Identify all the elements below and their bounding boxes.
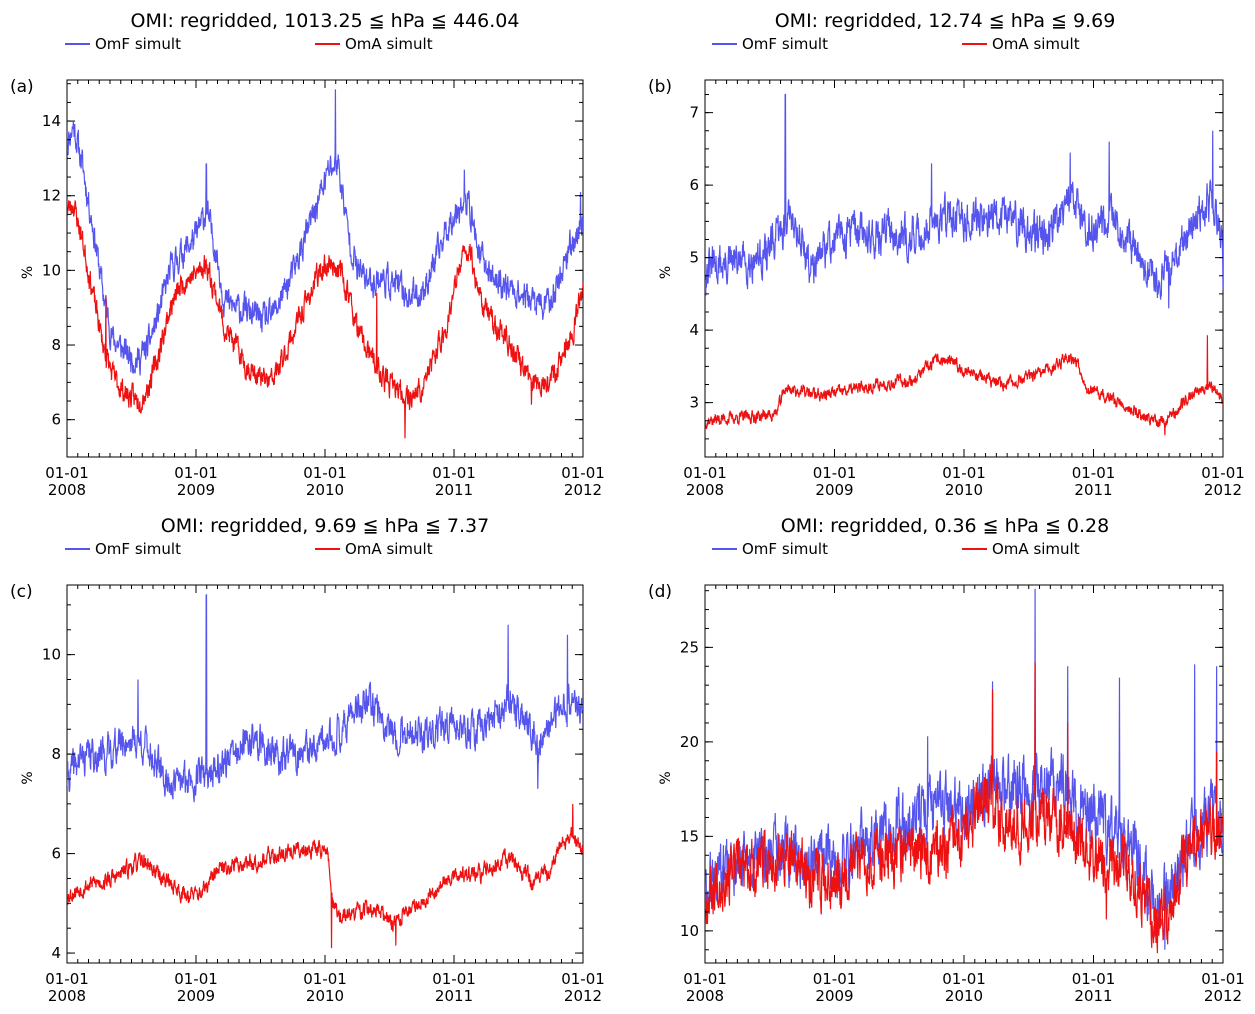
- y-tick-label: 10: [42, 261, 61, 279]
- chart-title: OMI: regridded, 0.36 ≦ hPa ≦ 0.28: [781, 515, 1109, 537]
- x-tick-label-date: 01-01: [1201, 464, 1245, 482]
- panel-label: (a): [10, 77, 34, 97]
- x-tick-label-year: 2011: [435, 987, 473, 1005]
- x-tick-label-year: 2009: [815, 987, 853, 1005]
- x-tick-label-year: 2010: [945, 481, 983, 499]
- panel-d: OMI: regridded, 0.36 ≦ hPa ≦ 0.28 OmF sim…: [648, 515, 1245, 1005]
- x-tick-label-year: 2009: [177, 987, 215, 1005]
- x-tick-label-year: 2012: [1204, 481, 1242, 499]
- x-tick-label-year: 2008: [686, 987, 724, 1005]
- y-tick-label: 6: [51, 845, 61, 863]
- series-line-oma-simult: [67, 803, 583, 949]
- y-tick-label: 8: [51, 336, 61, 354]
- legend-label-0: OmF simult: [742, 540, 828, 558]
- x-tick-label-year: 2008: [686, 481, 724, 499]
- panel-label: (b): [648, 77, 672, 97]
- x-tick-label-date: 01-01: [942, 464, 986, 482]
- x-tick-label-date: 01-01: [432, 464, 476, 482]
- y-tick-label: 15: [680, 827, 699, 845]
- panel-c: OMI: regridded, 9.69 ≦ hPa ≦ 7.37 OmF sim…: [10, 515, 605, 1005]
- panel-a: OMI: regridded, 1013.25 ≦ hPa ≦ 446.04 Om…: [10, 10, 605, 499]
- x-tick-label-date: 01-01: [1072, 970, 1116, 988]
- y-tick-label: 7: [689, 104, 699, 122]
- y-axis-label: %: [658, 266, 674, 279]
- y-tick-label: 10: [680, 922, 699, 940]
- x-tick-label-year: 2012: [564, 481, 602, 499]
- x-tick-label-date: 01-01: [942, 970, 986, 988]
- y-tick-label: 4: [689, 321, 699, 339]
- x-tick-label-date: 01-01: [432, 970, 476, 988]
- series-line-omf-simult: [705, 93, 1223, 309]
- series-line-oma-simult: [705, 662, 1223, 954]
- x-tick-label-year: 2011: [1074, 987, 1112, 1005]
- x-tick-label-year: 2012: [564, 987, 602, 1005]
- y-tick-label: 6: [689, 176, 699, 194]
- chart-title: OMI: regridded, 12.74 ≦ hPa ≦ 9.69: [775, 10, 1116, 32]
- legend-label-1: OmA simult: [345, 540, 433, 558]
- series-line-omf-simult: [67, 594, 583, 803]
- x-tick-label-date: 01-01: [174, 464, 218, 482]
- chart-title: OMI: regridded, 1013.25 ≦ hPa ≦ 446.04: [131, 10, 520, 32]
- legend-label-0: OmF simult: [95, 35, 181, 53]
- chart-title: OMI: regridded, 9.69 ≦ hPa ≦ 7.37: [161, 515, 489, 537]
- series-line-omf-simult: [67, 89, 583, 376]
- panel-b: OMI: regridded, 12.74 ≦ hPa ≦ 9.69 OmF si…: [648, 10, 1245, 499]
- x-tick-label-date: 01-01: [561, 464, 605, 482]
- x-tick-label-date: 01-01: [174, 970, 218, 988]
- x-tick-label-year: 2008: [48, 987, 86, 1005]
- x-tick-label-year: 2012: [1204, 987, 1242, 1005]
- legend-label-0: OmF simult: [742, 35, 828, 53]
- x-tick-label-date: 01-01: [303, 970, 347, 988]
- plot-frame: [66, 584, 584, 964]
- x-tick-label-year: 2010: [306, 481, 344, 499]
- y-tick-label: 3: [689, 394, 699, 412]
- y-tick-label: 4: [51, 944, 61, 962]
- y-tick-label: 6: [51, 411, 61, 429]
- x-tick-label-date: 01-01: [1072, 464, 1116, 482]
- legend-label-1: OmA simult: [345, 35, 433, 53]
- series-line-oma-simult: [705, 335, 1223, 436]
- x-tick-label-year: 2009: [815, 481, 853, 499]
- x-tick-label-date: 01-01: [683, 464, 727, 482]
- y-tick-label: 12: [42, 187, 61, 205]
- x-tick-label-year: 2010: [945, 987, 983, 1005]
- legend-label-1: OmA simult: [992, 35, 1080, 53]
- legend-label-0: OmF simult: [95, 540, 181, 558]
- y-tick-label: 10: [42, 646, 61, 664]
- y-axis-label: %: [20, 771, 36, 784]
- x-tick-label-year: 2009: [177, 481, 215, 499]
- y-tick-label: 8: [51, 745, 61, 763]
- x-tick-label-date: 01-01: [45, 970, 89, 988]
- x-tick-label-date: 01-01: [45, 464, 89, 482]
- y-axis-label: %: [658, 771, 674, 784]
- x-tick-label-year: 2011: [1074, 481, 1112, 499]
- y-tick-label: 25: [680, 638, 699, 656]
- series-line-oma-simult: [67, 200, 583, 439]
- y-tick-label: 14: [42, 112, 61, 130]
- y-tick-label: 20: [680, 733, 699, 751]
- y-tick-label: 5: [689, 249, 699, 267]
- x-tick-label-year: 2010: [306, 987, 344, 1005]
- x-tick-label-year: 2011: [435, 481, 473, 499]
- legend-label-1: OmA simult: [992, 540, 1080, 558]
- panel-label: (c): [10, 582, 33, 602]
- x-tick-label-date: 01-01: [813, 464, 857, 482]
- x-tick-label-date: 01-01: [813, 970, 857, 988]
- x-tick-label-date: 01-01: [683, 970, 727, 988]
- x-tick-label-date: 01-01: [303, 464, 347, 482]
- y-axis-label: %: [20, 266, 36, 279]
- panel-label: (d): [648, 582, 672, 602]
- x-tick-label-date: 01-01: [1201, 970, 1245, 988]
- x-tick-label-date: 01-01: [561, 970, 605, 988]
- x-tick-label-year: 2008: [48, 481, 86, 499]
